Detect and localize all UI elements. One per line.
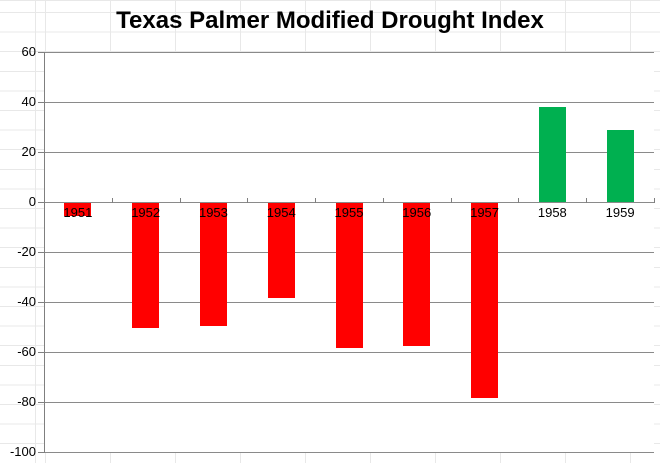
y-axis-tick: [38, 402, 44, 403]
y-gridline: [44, 102, 654, 103]
category-boundary-tick: [44, 198, 45, 203]
y-axis-tick: [38, 452, 44, 453]
category-boundary-tick: [111, 198, 113, 203]
y-axis-tick: [38, 252, 44, 253]
y-axis-tick: [38, 52, 44, 53]
y-axis-tick-label: -80: [17, 394, 36, 409]
category-boundary-tick: [179, 198, 181, 203]
category-boundary-tick: [450, 198, 452, 203]
category-label-1955: 1955: [334, 205, 364, 220]
y-gridline: [44, 352, 654, 353]
category-axis-line: [44, 202, 654, 203]
category-label-1953: 1953: [198, 205, 228, 220]
y-axis-tick-label: -40: [17, 294, 36, 309]
y-gridline: [44, 152, 654, 153]
bar-1959: [606, 129, 634, 202]
category-boundary-tick: [247, 198, 249, 203]
category-label-1958: 1958: [537, 205, 567, 220]
category-boundary-tick: [315, 198, 317, 203]
y-gridline: [44, 402, 654, 403]
y-axis-tick: [38, 302, 44, 303]
y-axis-tick-label: -100: [9, 444, 36, 459]
y-gridline: [44, 52, 654, 53]
y-gridline: [44, 452, 654, 453]
y-axis-tick: [38, 202, 44, 203]
category-boundary-tick: [654, 198, 655, 203]
y-axis-tick-label: -20: [17, 244, 36, 259]
category-boundary-tick: [586, 198, 588, 203]
y-axis-tick: [38, 152, 44, 153]
plot-area: 1951 1952 1953 1954 1955 1956 1957 1958 1959: [44, 52, 655, 453]
category-label-1952: 1952: [131, 205, 161, 220]
category-label-1951: 1951: [63, 205, 93, 220]
category-label-1954: 1954: [266, 205, 296, 220]
y-axis-tick: [38, 352, 44, 353]
bar-1956: [403, 203, 431, 346]
bar-1954: [267, 203, 295, 298]
y-axis-tick-label: 60: [21, 44, 36, 59]
bar-1953: [199, 203, 227, 326]
y-axis-tick-label: -60: [17, 344, 36, 359]
bar-1957: [471, 203, 499, 398]
chart-title: Texas Palmer Modified Drought Index: [116, 7, 544, 34]
y-axis-tick-label: 20: [21, 144, 36, 159]
y-axis-tick: [38, 102, 44, 103]
category-boundary-tick: [382, 198, 384, 203]
category-label-1959: 1959: [605, 205, 635, 220]
value-axis-line: [44, 52, 45, 453]
category-label-1956: 1956: [402, 205, 432, 220]
y-axis-tick-label: 40: [21, 94, 36, 109]
bar-1958: [538, 107, 566, 202]
y-axis-tick-label: 0: [28, 194, 36, 209]
category-boundary-tick: [518, 198, 520, 203]
bar-1952: [132, 203, 160, 328]
category-label-1957: 1957: [470, 205, 500, 220]
bar-1951: [64, 203, 92, 216]
bar-1955: [335, 203, 363, 348]
